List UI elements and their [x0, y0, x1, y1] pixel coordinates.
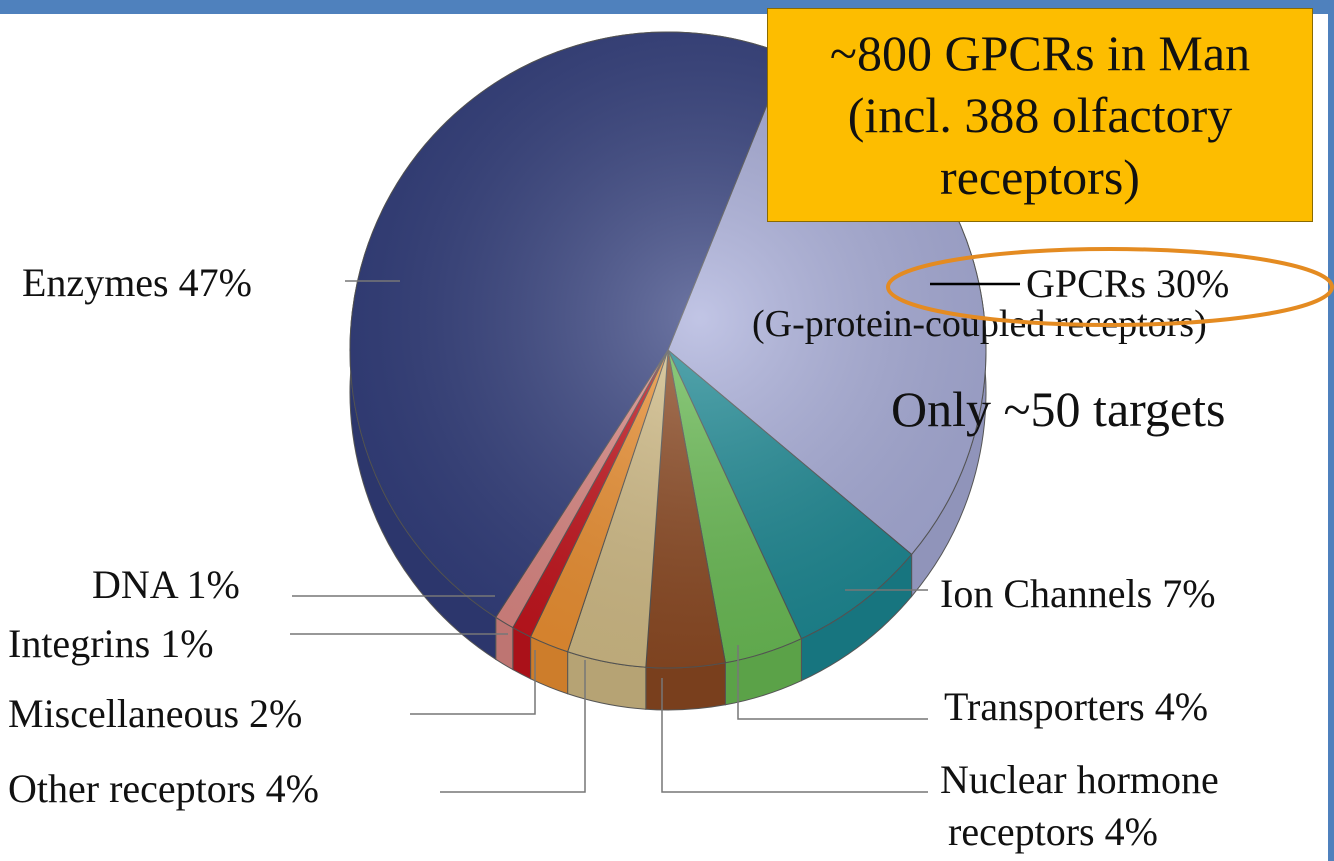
- label-gpcrs: GPCRs 30%: [1026, 261, 1229, 306]
- callout-line-2: (incl. 388 olfactory: [847, 87, 1233, 143]
- leader-other-receptors: [440, 660, 586, 793]
- callout-line-3: receptors): [940, 149, 1140, 205]
- right-frame-bar: [1328, 0, 1334, 861]
- callout-line-1: ~800 GPCRs in Man: [829, 25, 1251, 81]
- label-nuclear-hormone-line1: Nuclear hormone: [940, 757, 1219, 802]
- label-nuclear-hormone-line2: receptors 4%: [948, 809, 1158, 854]
- gpcr-callout-box: ~800 GPCRs in Man (incl. 388 olfactory r…: [767, 8, 1313, 222]
- pie-slice-side-nuclear-hormone: [645, 662, 726, 711]
- label-gpcrs-note: Only ~50 targets: [891, 381, 1225, 437]
- label-ion-channels: Ion Channels 7%: [940, 571, 1216, 616]
- leader-nuclear-hormone: [661, 678, 928, 793]
- label-transporters: Transporters 4%: [944, 684, 1208, 729]
- leader-transporters: [737, 645, 928, 720]
- gpcr-highlight-ellipse: [886, 247, 1334, 327]
- label-miscellaneous: Miscellaneous 2%: [8, 691, 302, 736]
- label-other-receptors: Other receptors 4%: [8, 766, 319, 811]
- leader-miscellaneous: [410, 650, 536, 715]
- label-enzymes: Enzymes 47%: [22, 260, 252, 305]
- label-dna: DNA 1%: [92, 562, 240, 607]
- label-integrins: Integrins 1%: [8, 621, 214, 666]
